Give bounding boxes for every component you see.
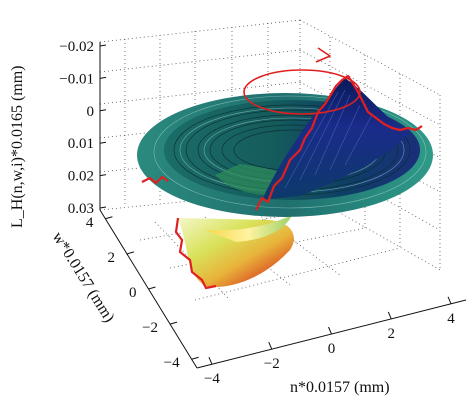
z-tick-mark [100,207,106,208]
x-tick-label: 2 [388,326,396,342]
x-tick-mark [448,297,451,304]
y-tick-label: 0 [129,285,137,301]
z-tick-mark [100,110,106,111]
x-tick-mark [329,327,332,334]
z-tick-label: 0 [87,104,95,120]
y-tick-label: −4 [164,355,180,371]
z-tick-mark [100,175,106,176]
y-tick-mark [149,287,156,289]
z-axis-label: L_H(n,w,i)*0.0165 (mm) [9,66,26,229]
z-tick-mark [100,142,106,143]
z-tick-label: 0.01 [68,136,94,152]
x-tick-mark [269,342,272,349]
y-tick-label: 4 [86,215,94,231]
z-tick-label: −0.02 [59,39,94,55]
y-tick-label: −2 [142,320,158,336]
y-tick-mark [105,217,112,219]
x-tick-label: 4 [447,311,455,327]
x-tick-label: −4 [204,371,220,387]
disc-surface [137,93,433,217]
z-tick-mark [100,77,106,78]
z-tick-label: −0.01 [59,71,94,87]
x-axis-label: n*0.0157 (mm) [290,379,390,396]
z-tick-label: 0.02 [68,169,94,185]
y-tick-mark [127,252,134,254]
y-tick-mark [192,357,199,359]
x-tick-label: 0 [328,341,336,357]
y-tick-mark [170,322,177,324]
x-tick-mark [209,357,212,364]
funnel-surface [176,215,294,288]
z-tick-mark [100,45,106,46]
x-axis-ticks: −4 −2 0 2 4 [204,297,455,387]
x-tick-mark [388,312,391,319]
y-axis-label: w*0.0157 (mm) [49,229,118,325]
y-tick-label: 2 [107,250,115,266]
x-tick-label: −2 [264,356,280,372]
